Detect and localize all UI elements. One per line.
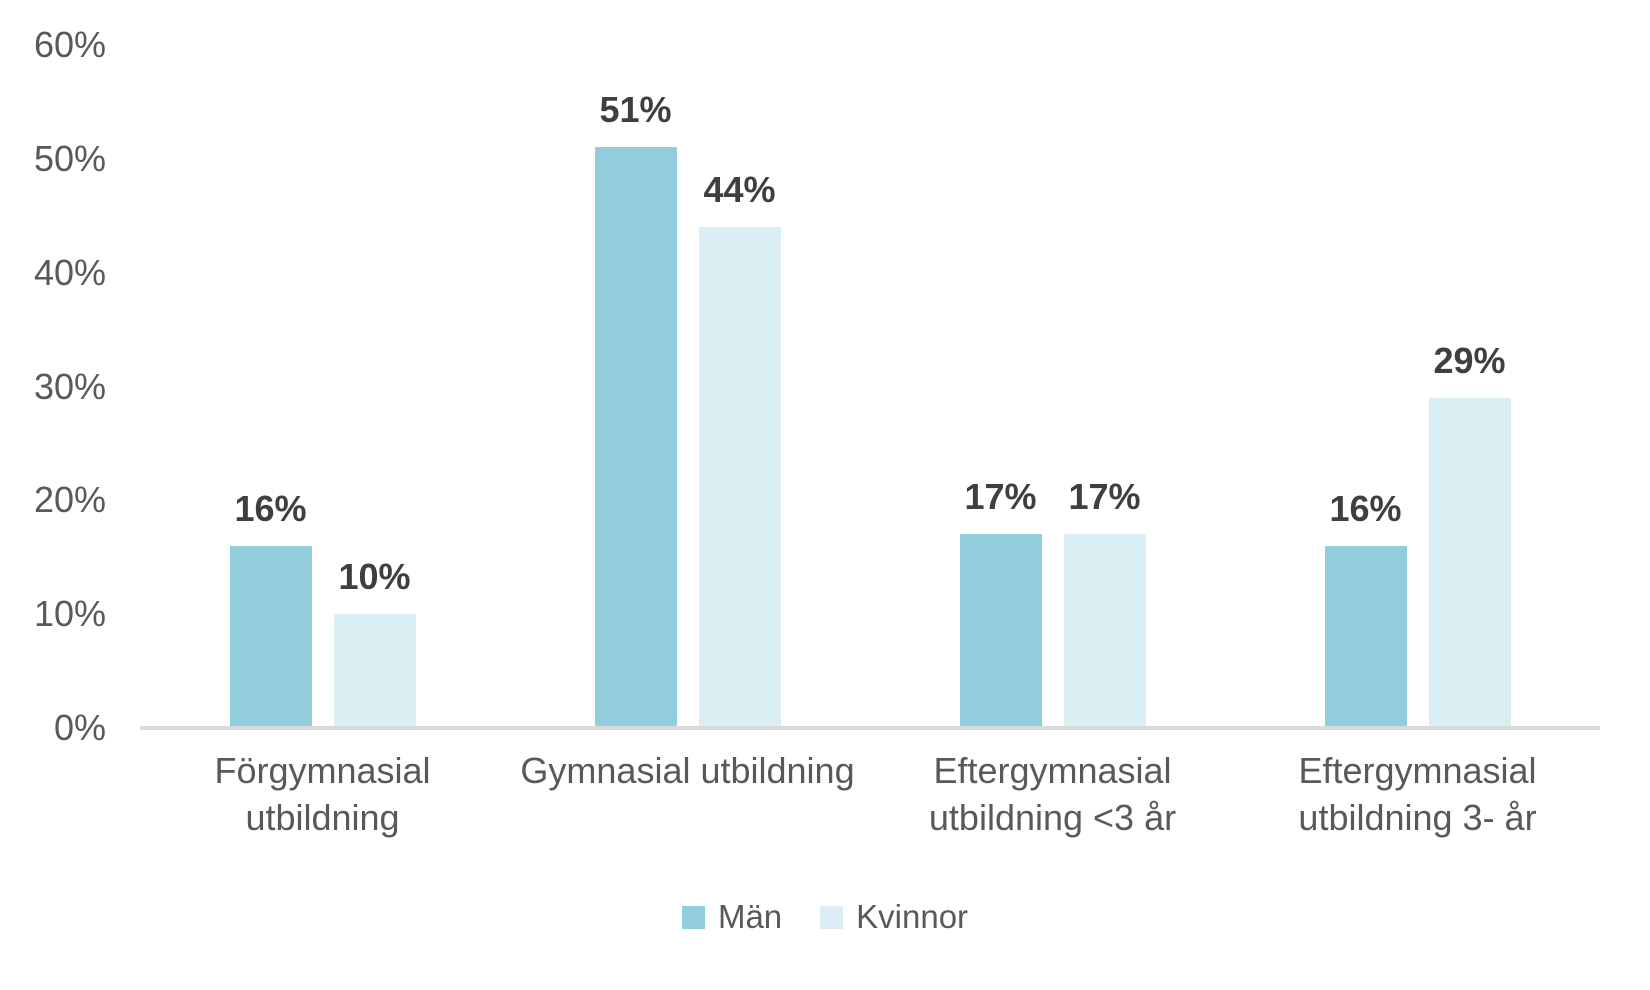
y-tick-label: 30% [33, 365, 106, 407]
legend-swatch-icon [681, 905, 705, 929]
bar-kvinnor: 17% [1063, 476, 1146, 728]
category-label: Förgymnasial utbildning [214, 750, 431, 838]
bar-män: 16% [229, 488, 312, 728]
bar-kvinnor: 44% [698, 169, 781, 728]
bar-data-label: 17% [1068, 476, 1141, 518]
legend-item-kvinnor: Kvinnor [820, 898, 968, 936]
bar-data-label: 51% [599, 89, 672, 131]
legend-item-män: Män [681, 898, 783, 936]
y-tick-label: 60% [33, 24, 106, 65]
x-axis-category-labels: Förgymnasial utbildning Gymnasial utbildn… [140, 748, 1600, 842]
y-tick-label: 40% [33, 251, 106, 293]
y-tick-label: 10% [33, 593, 106, 635]
legend: Män Kvinnor [0, 898, 1650, 936]
bar-män: 51% [594, 89, 677, 728]
plot-area: 16% 10% 51% 44% 17% 17% 16% 29% [140, 45, 1600, 728]
y-tick-label: 0% [53, 707, 106, 748]
bar-data-label: 29% [1433, 339, 1506, 381]
bar-group: 51% 44% [505, 45, 870, 728]
bar-data-label: 10% [338, 556, 411, 598]
legend-swatch-icon [820, 905, 844, 929]
bar-data-label: 44% [703, 169, 776, 211]
legend-label: Kvinnor [856, 898, 969, 935]
bar-män: 17% [959, 476, 1042, 728]
bar-data-label: 16% [1329, 487, 1402, 529]
bar-kvinnor: 10% [333, 556, 416, 728]
bar-group: 16% 10% [140, 45, 505, 728]
x-axis-line [140, 726, 1600, 730]
category-label: Eftergymnasial utbildning 3- år [1298, 750, 1537, 838]
bar-kvinnor: 29% [1428, 340, 1511, 728]
bar-group: 17% 17% [870, 45, 1235, 728]
y-tick-label: 20% [33, 479, 106, 521]
y-axis: 0% 10% 20% 30% 40% 50% 60% [0, 24, 106, 748]
category-label: Eftergymnasial utbildning <3 år [928, 750, 1177, 838]
legend-label: Män [717, 898, 783, 935]
y-tick-label: 50% [33, 137, 106, 179]
bar-män: 16% [1324, 488, 1407, 728]
bar-data-label: 16% [234, 487, 307, 529]
bar-group: 16% 29% [1235, 45, 1600, 728]
category-label: Gymnasial utbildning [520, 750, 855, 791]
bar-data-label: 17% [964, 476, 1037, 518]
